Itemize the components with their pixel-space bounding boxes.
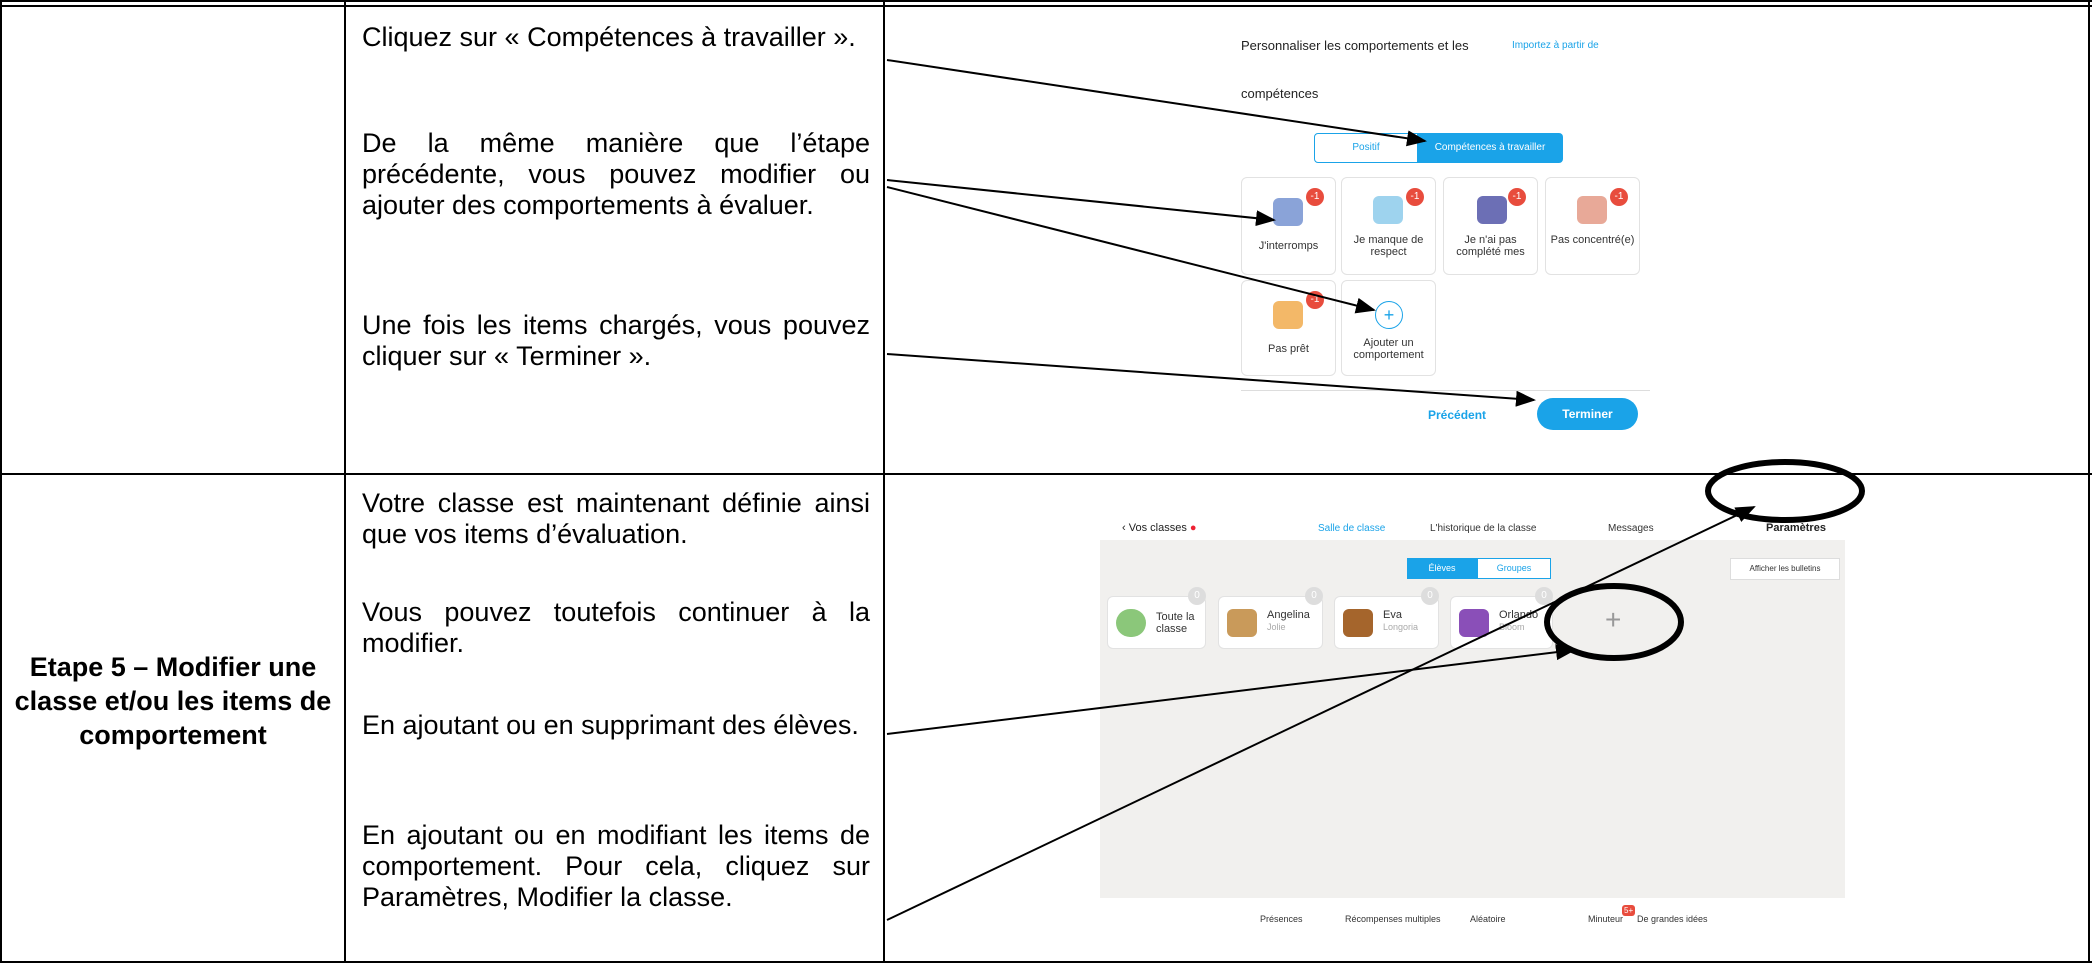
badge: 5+ (1622, 905, 1636, 916)
paragraph: Vous pouvez toutefois continuer à la mod… (362, 597, 870, 658)
back-link[interactable]: ‹ Vos classes ● (1122, 522, 1197, 534)
arrow (886, 186, 1376, 314)
border (0, 5, 2092, 7)
add-student[interactable]: + (1605, 604, 1622, 635)
behavior-card[interactable]: -1 Je manque de respect (1341, 177, 1436, 275)
behavior-card[interactable]: -1 J'interromps (1241, 177, 1336, 275)
student-name: Angelina (1267, 609, 1310, 621)
previous-button[interactable]: Précédent (1428, 408, 1487, 422)
toolbar-item[interactable]: Présences (1260, 914, 1303, 924)
student-card[interactable]: Eva Longoria 0 (1334, 587, 1439, 649)
paragraph: En ajoutant ou en modifiant les items de… (362, 820, 870, 912)
badge: -1 (1406, 188, 1424, 206)
tab[interactable]: Compétences à travailler (1417, 133, 1563, 163)
arrow (886, 644, 1576, 735)
points: 0 (1421, 587, 1439, 605)
student-card[interactable]: Angelina Jolie 0 (1218, 587, 1323, 649)
label: Je n'ai pas complété mes (1456, 234, 1525, 258)
arrow (886, 179, 1276, 227)
toolbar-item[interactable]: Aléatoire (1470, 914, 1506, 924)
paragraph: Votre classe est maintenant définie ains… (362, 488, 870, 549)
reports-button[interactable]: Afficher les bulletins (1730, 558, 1840, 580)
border (883, 0, 885, 963)
paragraph: En ajoutant ou en supprimant des élèves. (362, 710, 859, 740)
border (0, 473, 2092, 475)
step-title: Etape 5 – Modifier une classe et/ou les … (14, 652, 332, 750)
label: Pas concentré(e) (1550, 234, 1635, 246)
import-link[interactable]: Importez à partir de (1512, 40, 1599, 51)
behavior-card[interactable]: -1 Pas concentré(e) (1545, 177, 1640, 275)
label: J'interromps (1258, 240, 1319, 252)
points: 0 (1305, 587, 1323, 605)
label: Je manque de respect (1353, 234, 1424, 258)
finish-button[interactable]: Terminer (1537, 398, 1638, 430)
student-sub: Jolie (1267, 622, 1286, 632)
behavior-card[interactable]: -1 Je n'ai pas complété mes (1443, 177, 1538, 275)
toolbar-item[interactable]: Minuteur (1588, 914, 1624, 924)
toolbar-item[interactable]: Récompenses multiples (1345, 914, 1441, 924)
student-sub: Longoria (1383, 622, 1419, 632)
border (0, 0, 2, 963)
arrow (886, 59, 1427, 147)
toolbar-item[interactable]: De grandes idées (1637, 914, 1708, 924)
screen-title: Personnaliser les comportements et les (1241, 38, 1469, 53)
border (0, 0, 2092, 2)
student-card[interactable]: Orlando Bloom 0 (1450, 587, 1553, 649)
student-name: Eva (1383, 609, 1402, 621)
border (2088, 0, 2090, 963)
student-card[interactable]: Toute la classe 0 (1107, 587, 1206, 649)
paragraph: De la même manière que l’étape précédent… (362, 128, 870, 220)
student-name: Orlando (1499, 609, 1539, 621)
tab[interactable]: Élèves (1407, 558, 1477, 579)
add-card[interactable]: + Ajouter un comportement (1341, 280, 1436, 376)
arrow (886, 506, 1756, 921)
toolbar (1100, 898, 1845, 938)
highlight (1705, 459, 1865, 523)
tab[interactable]: Groupes (1477, 558, 1551, 579)
points: 0 (1535, 587, 1553, 605)
paragraph: Une fois les items chargés, vous pouvez … (362, 310, 870, 371)
badge: -1 (1610, 188, 1628, 206)
screen-title: compétences (1241, 86, 1319, 101)
nav-item[interactable]: Messages (1608, 523, 1654, 534)
dot: ● (1189, 522, 1197, 534)
nav-item[interactable]: Salle de classe (1318, 523, 1386, 534)
border (344, 0, 346, 963)
separator (1241, 390, 1650, 391)
arrow (886, 353, 1536, 407)
highlight (1544, 583, 1684, 661)
border (0, 961, 2092, 963)
badge: -1 (1508, 188, 1526, 206)
badge: -1 (1306, 188, 1324, 206)
label: Pas prêt (1268, 343, 1309, 355)
student-sub: Bloom (1499, 622, 1525, 632)
points: 0 (1188, 587, 1206, 605)
settings-button[interactable]: Paramètres (1766, 522, 1826, 534)
paragraph: Cliquez sur « Compétences à travailler »… (362, 22, 856, 52)
back-text: Vos classes (1128, 522, 1187, 534)
label: Ajouter un comportement (1353, 337, 1424, 361)
behavior-card[interactable]: -1 Pas prêt (1241, 280, 1336, 376)
student-name: Toute la classe (1156, 611, 1195, 635)
nav-item[interactable]: L'historique de la classe (1430, 523, 1537, 534)
